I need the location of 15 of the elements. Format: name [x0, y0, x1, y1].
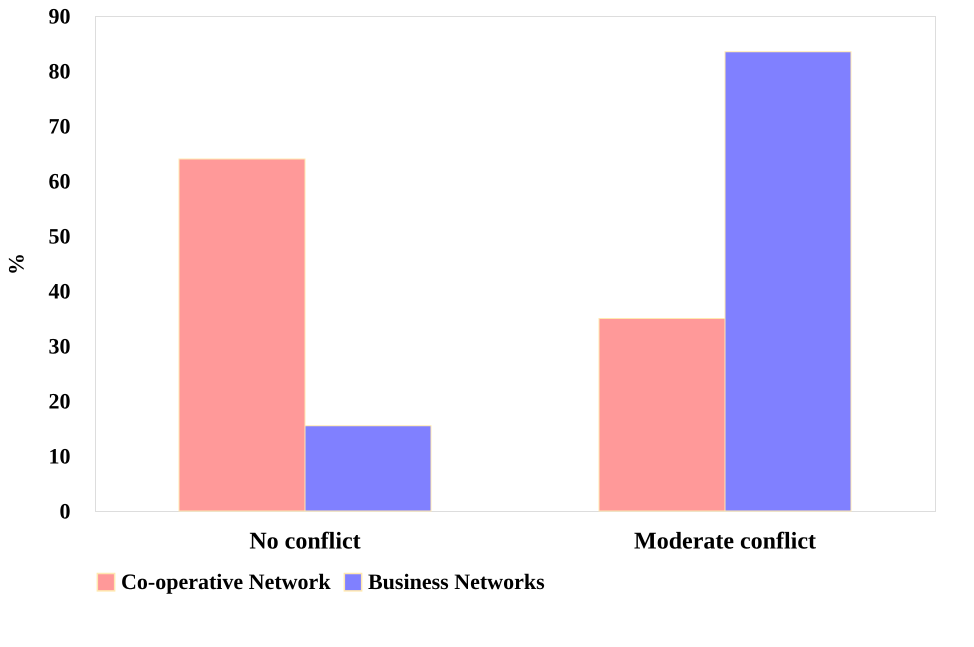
y-tick-label: 30 [48, 334, 70, 358]
y-tick-label: 0 [60, 498, 70, 524]
x-tick-label: Moderate conflict [634, 528, 816, 554]
y-tick-label: 70 [48, 114, 70, 138]
y-tick-label: 50 [48, 224, 70, 248]
y-tick-label: 80 [48, 58, 70, 84]
legend-label: Business Networks [368, 569, 546, 594]
y-tick-label: 40 [48, 278, 70, 304]
y-tick-label: 90 [48, 4, 70, 28]
y-tick-label: 10 [48, 444, 70, 468]
y-tick-label: 20 [48, 388, 70, 414]
y-axis-title: % [4, 253, 28, 275]
x-tick-label: No conflict [249, 528, 361, 554]
legend-label: Co-operative Network [121, 569, 332, 594]
y-tick-label: 60 [48, 168, 70, 194]
